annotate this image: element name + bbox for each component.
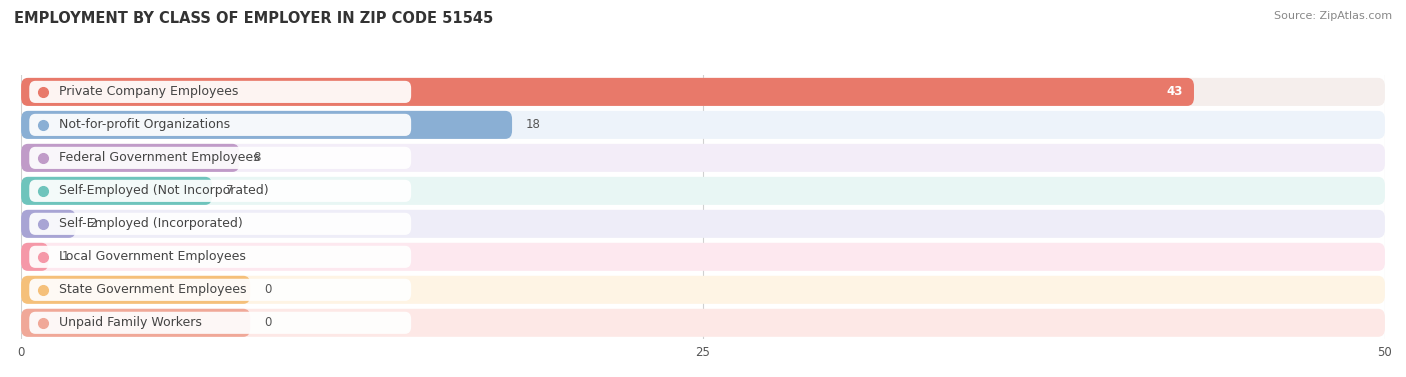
FancyBboxPatch shape bbox=[21, 111, 512, 139]
Text: Private Company Employees: Private Company Employees bbox=[59, 86, 239, 98]
Text: Local Government Employees: Local Government Employees bbox=[59, 250, 246, 263]
Text: Self-Employed (Not Incorporated): Self-Employed (Not Incorporated) bbox=[59, 184, 269, 197]
FancyBboxPatch shape bbox=[30, 114, 411, 136]
FancyBboxPatch shape bbox=[21, 144, 239, 172]
FancyBboxPatch shape bbox=[30, 279, 411, 301]
FancyBboxPatch shape bbox=[21, 210, 76, 238]
FancyBboxPatch shape bbox=[21, 210, 1385, 238]
Text: Self-Employed (Incorporated): Self-Employed (Incorporated) bbox=[59, 218, 243, 230]
Text: 0: 0 bbox=[264, 284, 271, 296]
FancyBboxPatch shape bbox=[21, 78, 1385, 106]
FancyBboxPatch shape bbox=[21, 177, 1385, 205]
FancyBboxPatch shape bbox=[21, 144, 1385, 172]
FancyBboxPatch shape bbox=[21, 177, 212, 205]
Text: 1: 1 bbox=[62, 250, 69, 263]
Text: EMPLOYMENT BY CLASS OF EMPLOYER IN ZIP CODE 51545: EMPLOYMENT BY CLASS OF EMPLOYER IN ZIP C… bbox=[14, 11, 494, 26]
Text: 18: 18 bbox=[526, 118, 540, 131]
Text: State Government Employees: State Government Employees bbox=[59, 284, 247, 296]
FancyBboxPatch shape bbox=[21, 276, 250, 304]
FancyBboxPatch shape bbox=[21, 276, 1385, 304]
Text: 0: 0 bbox=[264, 316, 271, 329]
FancyBboxPatch shape bbox=[30, 81, 411, 103]
Text: Federal Government Employees: Federal Government Employees bbox=[59, 152, 260, 164]
FancyBboxPatch shape bbox=[21, 309, 250, 337]
FancyBboxPatch shape bbox=[30, 180, 411, 202]
FancyBboxPatch shape bbox=[30, 312, 411, 334]
Text: Unpaid Family Workers: Unpaid Family Workers bbox=[59, 316, 202, 329]
FancyBboxPatch shape bbox=[30, 213, 411, 235]
Text: 7: 7 bbox=[225, 184, 233, 197]
FancyBboxPatch shape bbox=[21, 78, 1194, 106]
FancyBboxPatch shape bbox=[21, 309, 1385, 337]
Text: Not-for-profit Organizations: Not-for-profit Organizations bbox=[59, 118, 231, 131]
Text: 2: 2 bbox=[90, 218, 97, 230]
Text: 8: 8 bbox=[253, 152, 260, 164]
Text: Source: ZipAtlas.com: Source: ZipAtlas.com bbox=[1274, 11, 1392, 21]
FancyBboxPatch shape bbox=[21, 243, 48, 271]
FancyBboxPatch shape bbox=[30, 147, 411, 169]
FancyBboxPatch shape bbox=[21, 111, 1385, 139]
FancyBboxPatch shape bbox=[21, 243, 1385, 271]
Text: 43: 43 bbox=[1167, 86, 1182, 98]
FancyBboxPatch shape bbox=[30, 246, 411, 268]
